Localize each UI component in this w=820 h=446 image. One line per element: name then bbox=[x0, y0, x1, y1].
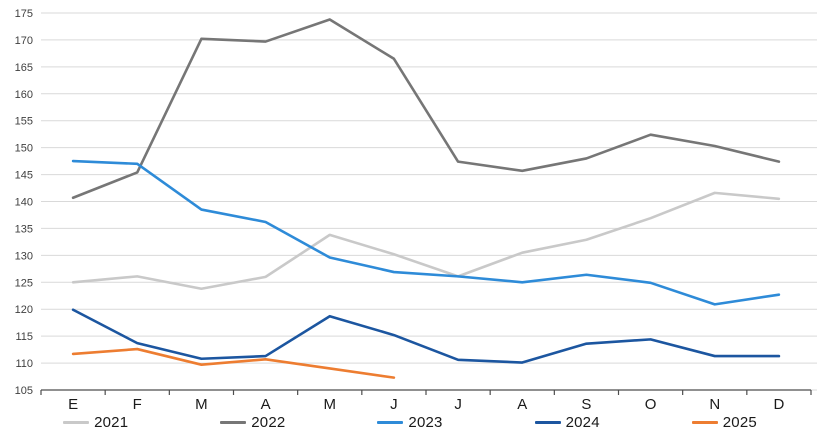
series-line-2025 bbox=[71, 347, 396, 379]
legend-label: 2021 bbox=[94, 414, 129, 431]
legend-swatch-2023 bbox=[377, 421, 404, 424]
x-axis-tick-label: M bbox=[195, 396, 208, 413]
y-axis-tick-label: 160 bbox=[15, 89, 33, 101]
series-line-2024 bbox=[71, 308, 781, 364]
y-axis-tick-label: 120 bbox=[15, 304, 33, 316]
legend-item-2025: 2025 bbox=[691, 414, 757, 431]
legend-label: 2025 bbox=[722, 414, 757, 431]
chart-legend: 2021 2022 2023 2024 2025 bbox=[0, 414, 820, 431]
x-axis-tick-label: A bbox=[517, 396, 527, 413]
y-axis-labels: 105 110 115 120 125 130 135 140 145 150 155 160 165 1… bbox=[15, 8, 33, 397]
legend-label: 2022 bbox=[251, 414, 286, 431]
x-axis-tick-label: J bbox=[454, 396, 462, 413]
legend-swatch-2022 bbox=[220, 421, 247, 424]
y-axis-tick-label: 165 bbox=[15, 62, 33, 74]
legend-item-2022: 2022 bbox=[220, 414, 285, 431]
x-axis-tick-label: O bbox=[645, 396, 657, 413]
y-axis-tick-label: 170 bbox=[15, 35, 33, 47]
legend-item-2023: 2023 bbox=[377, 414, 442, 431]
y-axis-tick-label: 145 bbox=[15, 170, 33, 182]
y-axis-tick-label: 150 bbox=[15, 143, 33, 155]
y-axis-tick-label: 175 bbox=[15, 8, 33, 20]
x-axis-tick-label: N bbox=[709, 396, 720, 413]
y-axis-tick-label: 110 bbox=[15, 358, 33, 370]
x-axis-tick-label: F bbox=[133, 396, 142, 413]
legend-swatch-2021 bbox=[63, 421, 90, 424]
x-axis-tick-label: J bbox=[390, 396, 398, 413]
y-axis-tick-label: 115 bbox=[15, 331, 33, 343]
series-line-2022 bbox=[71, 18, 781, 200]
x-axis-tick-label: S bbox=[581, 396, 591, 413]
y-axis-tick-label: 140 bbox=[15, 197, 33, 209]
legend-item-2024: 2024 bbox=[534, 414, 600, 431]
x-axis-tick-label: E bbox=[68, 396, 78, 413]
legend-item-2021: 2021 bbox=[63, 414, 128, 431]
gridlines bbox=[41, 12, 817, 391]
y-axis-tick-label: 105 bbox=[15, 385, 33, 397]
legend-label: 2023 bbox=[408, 414, 443, 431]
series-line-2021 bbox=[71, 191, 781, 291]
legend-swatch-2025 bbox=[691, 421, 718, 424]
y-axis-tick-label: 155 bbox=[15, 116, 33, 128]
legend-swatch-2024 bbox=[534, 421, 561, 424]
series-line-2023 bbox=[71, 159, 781, 306]
x-axis-tick-label: A bbox=[261, 396, 271, 413]
y-axis-tick-label: 130 bbox=[15, 250, 33, 262]
x-axis-tick-label: M bbox=[324, 396, 337, 413]
x-axis-tick-label: D bbox=[773, 396, 784, 413]
x-axis bbox=[40, 389, 812, 395]
y-axis-tick-label: 135 bbox=[15, 223, 33, 235]
legend-label: 2024 bbox=[565, 414, 600, 431]
y-axis-tick-label: 125 bbox=[15, 277, 33, 289]
